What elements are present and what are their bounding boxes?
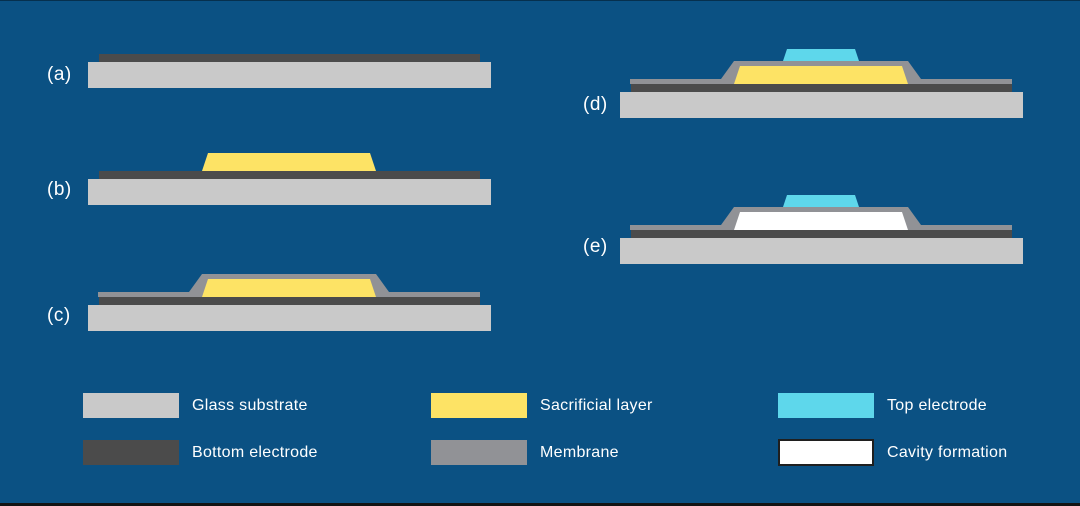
glass-substrate-layer	[620, 92, 1023, 118]
top-electrode-layer	[783, 195, 859, 207]
glass-substrate-layer	[620, 238, 1023, 264]
membrane-swatch	[431, 440, 527, 465]
step-label-e: (e)	[583, 236, 608, 257]
glass-substrate-layer	[88, 179, 491, 205]
step-label-b: (b)	[47, 179, 72, 200]
sacrificial-layer	[202, 279, 376, 297]
legend-column-3: Top electrode Cavity formation	[778, 393, 1008, 466]
bottom-electrode-layer	[99, 297, 480, 305]
legend-item-glass-substrate: Glass substrate	[83, 393, 318, 418]
legend-column-2: Sacrificial layer Membrane	[431, 393, 653, 465]
bottom-electrode-layer	[99, 171, 480, 179]
legend-item-sacrificial-layer: Sacrificial layer	[431, 393, 653, 418]
legend-label: Bottom electrode	[192, 443, 318, 461]
top-electrode-swatch	[778, 393, 874, 418]
legend-item-cavity-formation: Cavity formation	[778, 439, 1008, 466]
step-c-diagram	[88, 274, 491, 331]
step-a-diagram	[88, 54, 491, 88]
top-electrode-layer	[783, 49, 859, 61]
legend-label: Membrane	[540, 443, 619, 461]
top-edge-line	[0, 0, 1080, 1]
legend-item-membrane: Membrane	[431, 440, 653, 465]
bottom-edge-bar	[0, 503, 1080, 506]
legend-column-1: Glass substrate Bottom electrode	[83, 393, 318, 465]
glass-substrate-swatch	[83, 393, 179, 418]
legend-item-bottom-electrode: Bottom electrode	[83, 440, 318, 465]
glass-substrate-layer	[88, 62, 491, 88]
step-label-a: (a)	[47, 64, 72, 85]
sacrificial-layer	[202, 153, 376, 171]
sacrificial-layer	[734, 66, 908, 84]
cavity-formation-swatch	[778, 439, 874, 466]
step-d-diagram	[620, 49, 1023, 118]
legend-item-top-electrode: Top electrode	[778, 393, 1007, 418]
glass-substrate-layer	[88, 305, 491, 331]
step-label-d: (d)	[583, 94, 608, 115]
sacrificial-layer-swatch	[431, 393, 527, 418]
legend-label: Glass substrate	[192, 396, 308, 414]
bottom-electrode-swatch	[83, 440, 179, 465]
cavity-layer	[734, 212, 908, 230]
bottom-electrode-layer	[631, 84, 1012, 92]
step-e-diagram	[620, 195, 1023, 264]
legend-label: Top electrode	[887, 396, 987, 414]
step-b-diagram	[88, 153, 491, 205]
bottom-electrode-layer	[631, 230, 1012, 238]
bottom-electrode-layer	[99, 54, 480, 62]
step-label-c: (c)	[47, 305, 71, 326]
legend-label: Cavity formation	[887, 443, 1008, 461]
legend-label: Sacrificial layer	[540, 396, 653, 414]
